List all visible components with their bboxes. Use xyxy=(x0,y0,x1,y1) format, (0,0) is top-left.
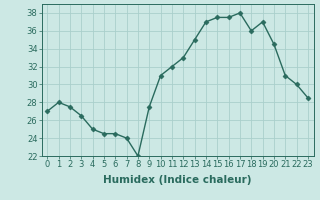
X-axis label: Humidex (Indice chaleur): Humidex (Indice chaleur) xyxy=(103,175,252,185)
